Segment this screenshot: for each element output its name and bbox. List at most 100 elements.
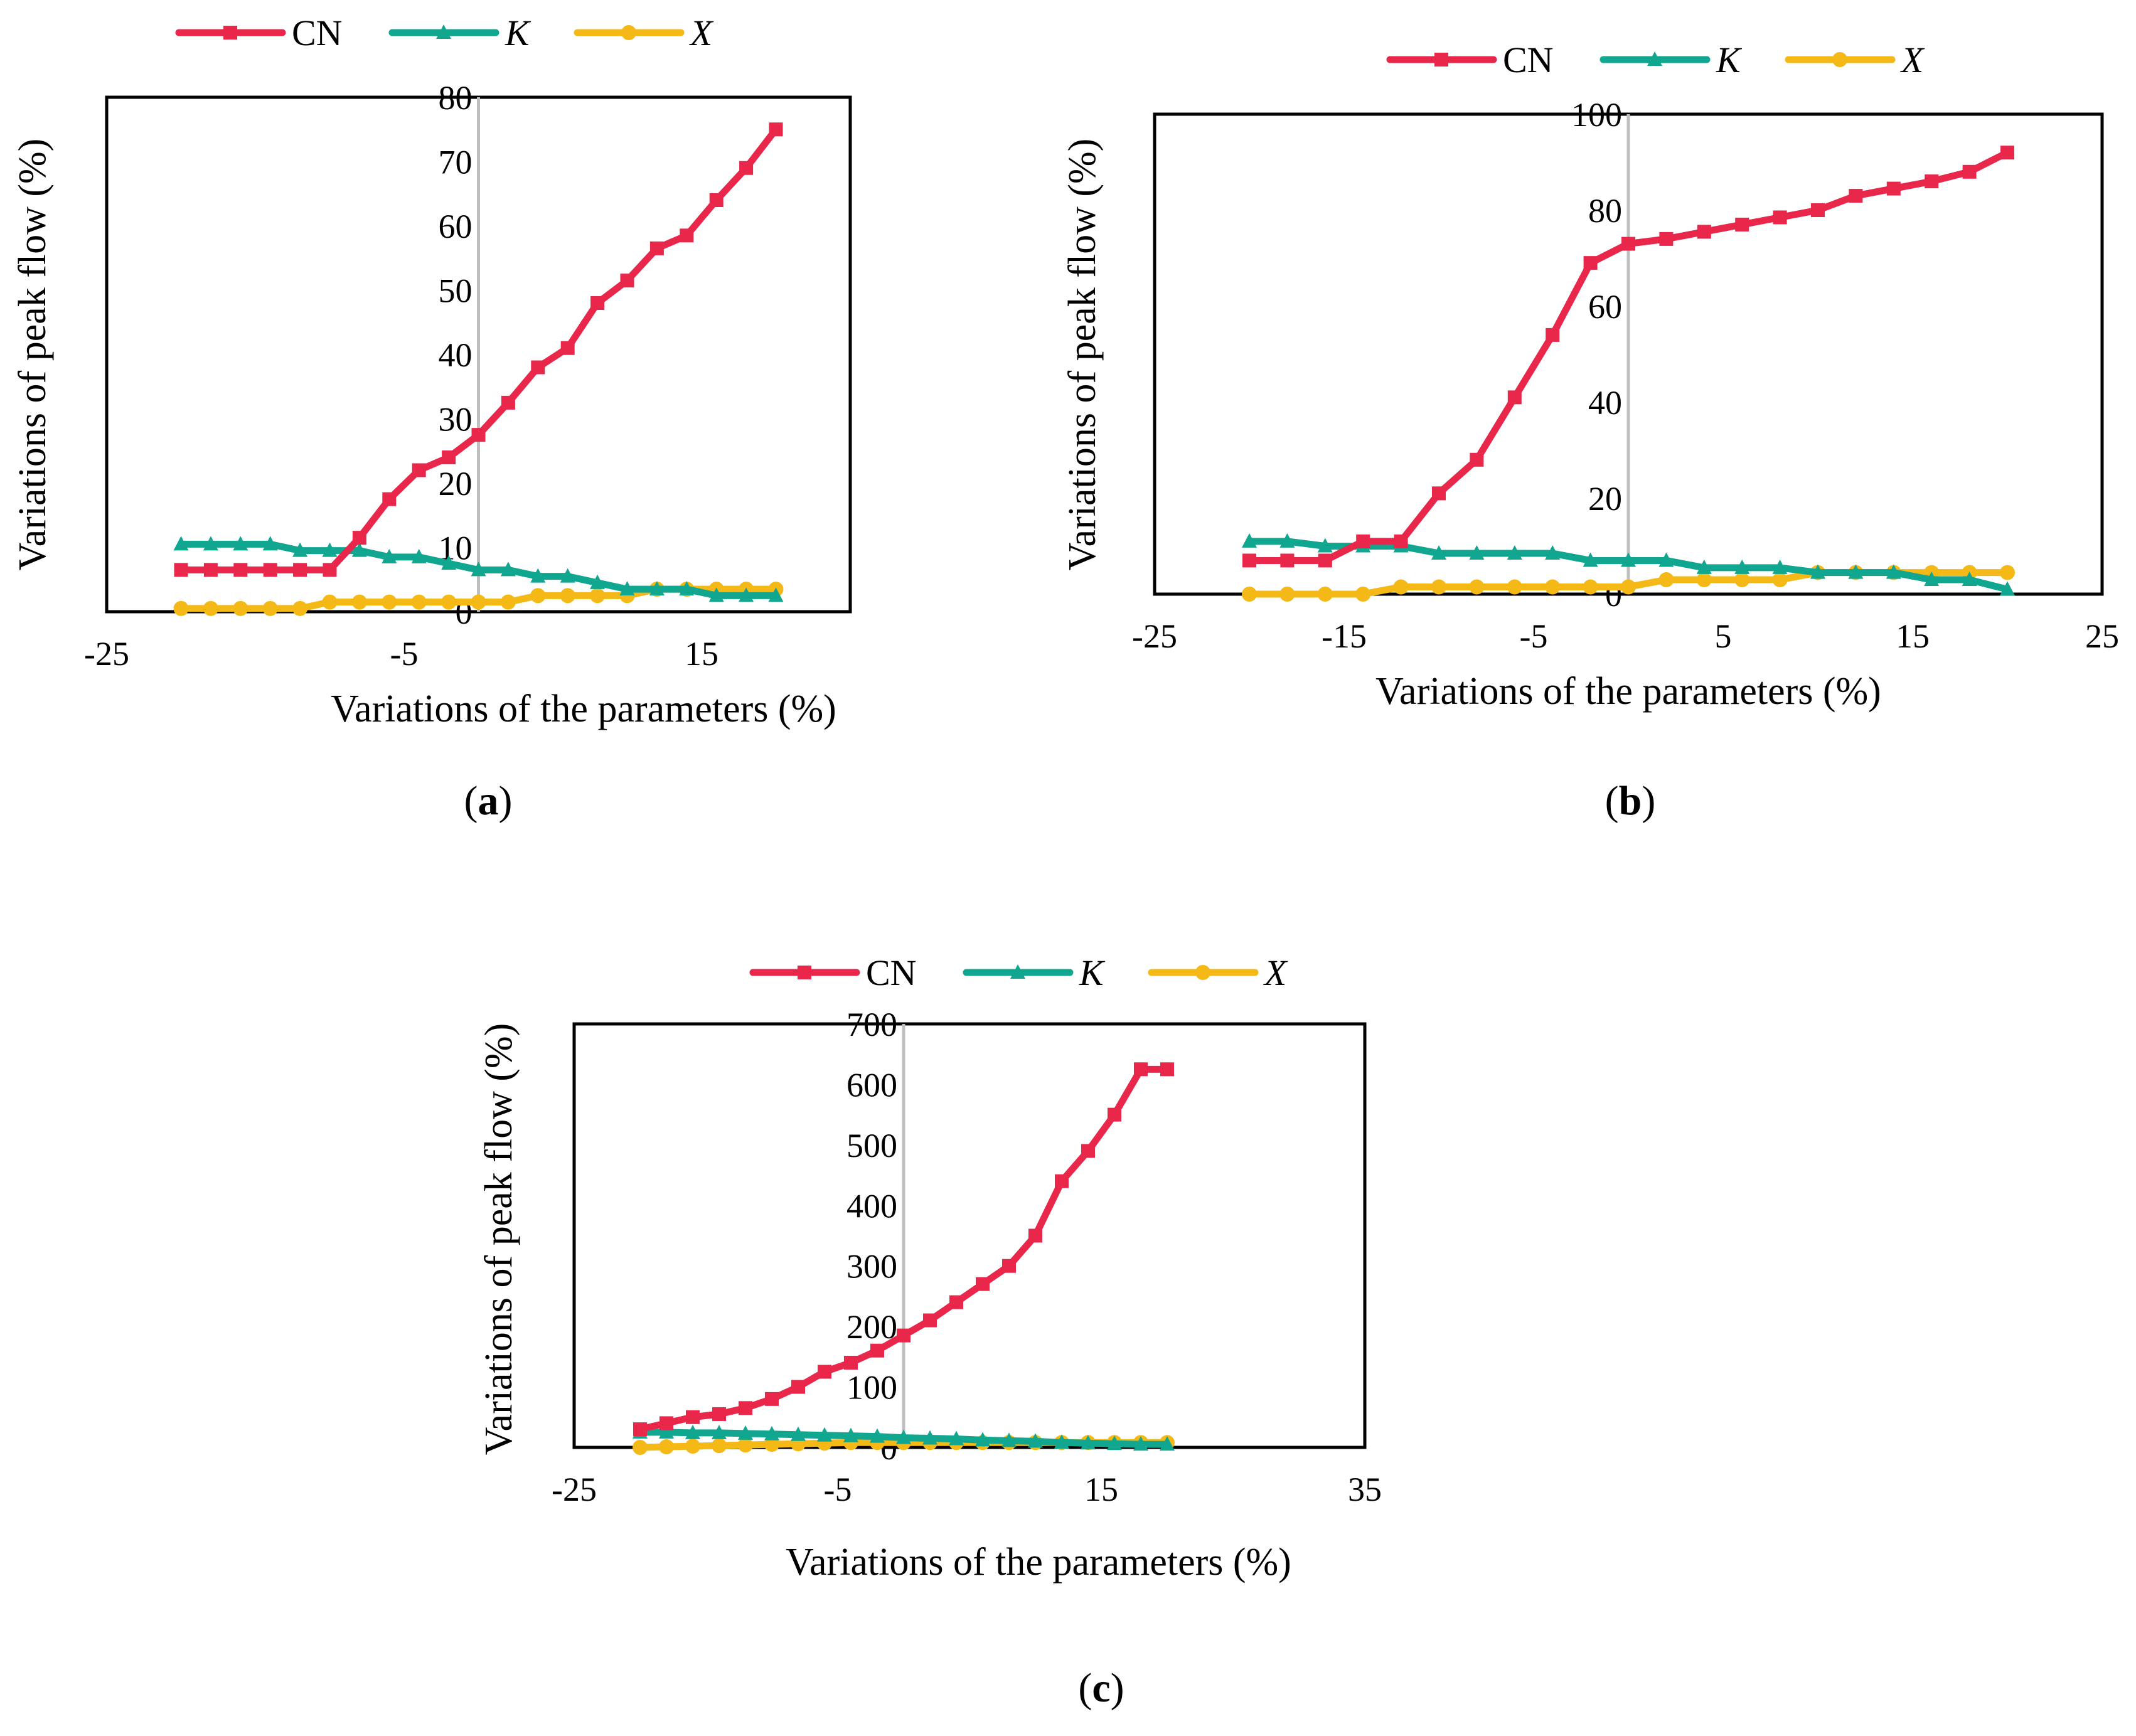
data-point <box>1545 579 1561 595</box>
panel-label-close-paren: ) <box>1642 778 1655 824</box>
data-point <box>500 594 516 610</box>
data-point <box>1583 552 1598 567</box>
series-cn <box>633 1062 1174 1437</box>
data-point <box>685 1424 700 1439</box>
data-point <box>1242 587 1257 602</box>
data-point <box>680 228 694 243</box>
legend-label-cn: CN <box>1503 40 1554 80</box>
x-tick-label: -25 <box>84 635 129 673</box>
data-point <box>791 1426 806 1441</box>
y-tick-label: 60 <box>1588 288 1622 326</box>
data-point <box>1001 1432 1017 1447</box>
data-point <box>1507 579 1522 595</box>
legend: CN K X <box>1386 40 1925 80</box>
data-point <box>1621 237 1635 251</box>
y-tick-label: 100 <box>846 1369 897 1407</box>
data-point <box>531 360 545 375</box>
data-point <box>2000 581 2015 596</box>
data-point <box>1621 579 1636 595</box>
data-point <box>1160 1436 1175 1451</box>
legend-marker-k <box>1647 51 1662 66</box>
series-k <box>1242 533 2015 596</box>
legend: CN K X <box>749 952 1288 993</box>
data-point <box>441 555 457 570</box>
data-point <box>709 193 724 207</box>
data-point <box>590 574 606 589</box>
data-point <box>530 568 546 583</box>
x-axis-title: Variations of the parameters (%) <box>331 688 836 730</box>
data-point <box>1772 572 1788 588</box>
y-tick-label: 500 <box>846 1127 897 1164</box>
legend-marker-k <box>1010 964 1025 979</box>
x-tick-label: -5 <box>824 1471 852 1508</box>
plot-frame <box>572 1022 1367 1449</box>
panel-label-letter: c <box>1092 1665 1110 1711</box>
y-tick-label: 60 <box>439 208 473 245</box>
data-point <box>768 587 784 602</box>
data-point <box>441 594 457 610</box>
data-point <box>738 1437 753 1453</box>
data-point <box>1773 210 1787 225</box>
data-point <box>262 600 278 616</box>
panel-label-letter: b <box>1619 778 1642 824</box>
data-point <box>174 563 188 577</box>
data-point <box>1394 534 1408 548</box>
data-point <box>976 1277 990 1291</box>
data-point <box>1002 1259 1016 1273</box>
legend-label-x: X <box>1900 40 1925 80</box>
y-tick-label: 70 <box>439 144 473 181</box>
data-point <box>530 588 546 604</box>
data-point <box>292 542 308 557</box>
panel-label: (c) <box>1078 1665 1124 1711</box>
data-point <box>293 563 307 577</box>
data-point <box>1696 572 1712 588</box>
data-point <box>1134 1062 1148 1077</box>
y-tick-label: 30 <box>439 401 473 439</box>
y-tick-label: 200 <box>846 1308 897 1346</box>
legend-label-x: X <box>689 13 714 53</box>
legend-label-k: K <box>505 13 531 53</box>
data-point <box>738 1425 753 1440</box>
data-point <box>560 588 575 604</box>
legend-label-k: K <box>1079 952 1106 993</box>
data-point <box>560 341 575 355</box>
data-point <box>1848 564 1864 579</box>
data-point <box>1507 545 1522 560</box>
data-point <box>949 1295 963 1309</box>
data-point <box>739 1401 752 1415</box>
data-point <box>765 1392 779 1406</box>
data-point <box>1028 1228 1042 1243</box>
x-tick-label: 5 <box>1715 617 1732 655</box>
data-point <box>843 1427 858 1442</box>
data-point <box>791 1380 805 1394</box>
data-point <box>471 594 486 610</box>
y-axis-title: Variations of peak flow (%) <box>478 1023 520 1456</box>
data-point <box>411 548 427 563</box>
data-point <box>203 600 218 616</box>
data-point <box>442 450 456 464</box>
data-point <box>764 1437 779 1452</box>
data-point <box>1734 559 1750 574</box>
y-tick-label: 80 <box>1588 192 1622 230</box>
data-point <box>1811 203 1825 217</box>
data-point <box>633 1440 648 1455</box>
data-point <box>323 563 337 577</box>
x-axis-title: Variations of the parameters (%) <box>786 1541 1291 1584</box>
data-point <box>896 1429 911 1444</box>
data-point <box>1081 1435 1096 1450</box>
y-tick-label: 20 <box>1588 480 1622 518</box>
data-point <box>897 1328 910 1343</box>
data-point <box>1356 534 1370 548</box>
legend-marker-cn <box>1434 53 1448 67</box>
data-point <box>233 600 248 616</box>
data-point <box>649 581 665 596</box>
data-point <box>1772 559 1788 574</box>
data-point <box>173 536 189 551</box>
data-point <box>870 1428 885 1443</box>
x-tick-label: -25 <box>552 1471 597 1508</box>
x-tick-label: 15 <box>1896 617 1930 655</box>
data-point <box>817 1427 832 1442</box>
data-point <box>351 542 367 557</box>
